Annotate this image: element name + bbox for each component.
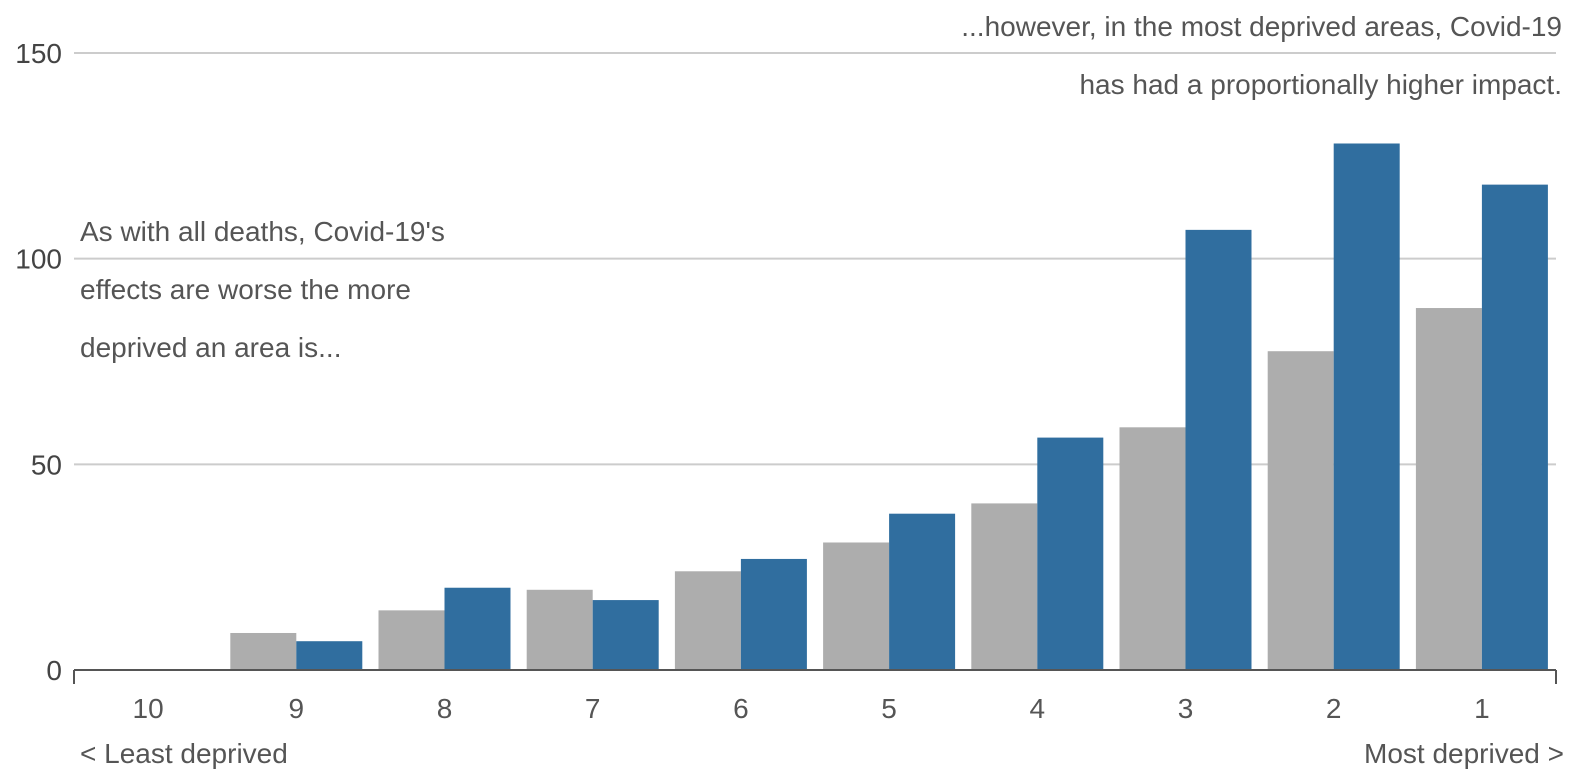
x-tick-label: 5 — [881, 693, 897, 724]
x-axis — [73, 669, 1557, 684]
x-axis-ticks: 10 9 8 7 6 5 4 3 2 1 — [133, 693, 1490, 724]
annotation-left-line-2: effects are worse the more — [80, 274, 411, 305]
least-deprived-label: < Least deprived — [80, 738, 288, 769]
bars — [230, 143, 1548, 671]
y-tick-label: 50 — [31, 449, 62, 480]
x-tick-label: 7 — [585, 693, 601, 724]
x-tick-label: 9 — [289, 693, 305, 724]
y-tick-label: 100 — [15, 244, 62, 275]
bar-grey — [823, 542, 890, 670]
bar-blue — [1333, 143, 1400, 670]
y-tick-label: 0 — [46, 655, 62, 686]
bar-grey — [674, 571, 741, 670]
bar-grey — [971, 503, 1038, 670]
x-tick-label: 8 — [437, 693, 453, 724]
annotation-right: ...however, in the most deprived areas, … — [961, 0, 1562, 114]
bar-blue — [592, 600, 659, 670]
x-tick-label: 2 — [1326, 693, 1342, 724]
annotation-left: As with all deaths, Covid-19's effects a… — [80, 203, 445, 377]
bar-blue — [1481, 184, 1548, 671]
annotation-right-line-2: has had a proportionally higher impact. — [1079, 69, 1562, 100]
bar-blue — [1037, 437, 1104, 670]
bar-grey — [378, 610, 445, 670]
x-tick-label: 1 — [1474, 693, 1490, 724]
x-tick-label: 6 — [733, 693, 749, 724]
x-tick-label: 10 — [133, 693, 164, 724]
bar-grey — [526, 589, 593, 670]
y-tick-label: 150 — [15, 38, 62, 69]
bar-grey — [1267, 351, 1334, 670]
bar-blue — [1185, 229, 1252, 670]
bar-grey — [1119, 427, 1186, 670]
annotation-left-line-3: deprived an area is... — [80, 332, 342, 363]
x-tick-label: 3 — [1178, 693, 1194, 724]
bar-blue — [444, 587, 511, 670]
y-axis-ticks: 0 50 100 150 — [15, 38, 62, 686]
bar-grey — [230, 632, 297, 670]
bar-blue — [740, 558, 807, 670]
bar-blue — [296, 641, 363, 670]
annotation-right-line-1: ...however, in the most deprived areas, … — [961, 11, 1562, 42]
bar-blue — [889, 513, 956, 670]
most-deprived-label: Most deprived > — [1364, 738, 1564, 769]
bar-grey — [1415, 308, 1482, 670]
x-tick-label: 4 — [1030, 693, 1046, 724]
annotation-left-line-1: As with all deaths, Covid-19's — [80, 216, 445, 247]
